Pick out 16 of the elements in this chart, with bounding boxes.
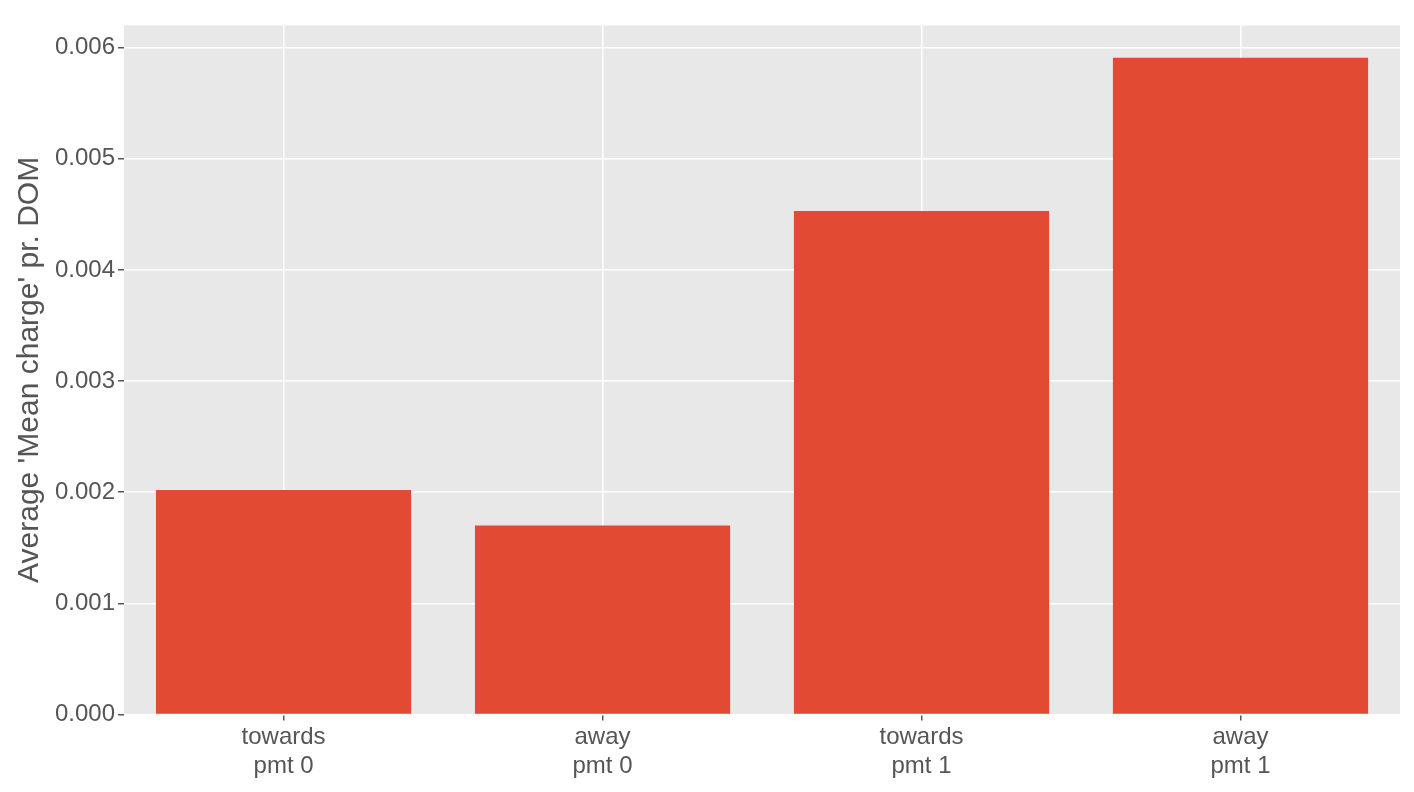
y-tick-label: 0.004	[55, 254, 116, 282]
y-tick-label: 0.002	[55, 476, 116, 504]
y-tick-label: 0.005	[55, 143, 116, 171]
y-axis-title: Average 'Mean charge' pr. DOM	[11, 156, 45, 583]
bar	[474, 525, 731, 714]
x-tick-label: towards pmt 1	[879, 722, 964, 779]
y-tick-label: 0.000	[55, 699, 116, 727]
bar	[1112, 57, 1369, 714]
bar	[155, 489, 412, 714]
x-tick-label: away pmt 0	[572, 722, 633, 779]
bar	[793, 210, 1050, 714]
x-tick-label: away pmt 1	[1210, 722, 1271, 779]
y-tick-label: 0.006	[55, 32, 116, 60]
x-tick-label: towards pmt 0	[241, 722, 326, 779]
y-tick-label: 0.001	[55, 587, 116, 615]
y-tick-label: 0.003	[55, 365, 116, 393]
